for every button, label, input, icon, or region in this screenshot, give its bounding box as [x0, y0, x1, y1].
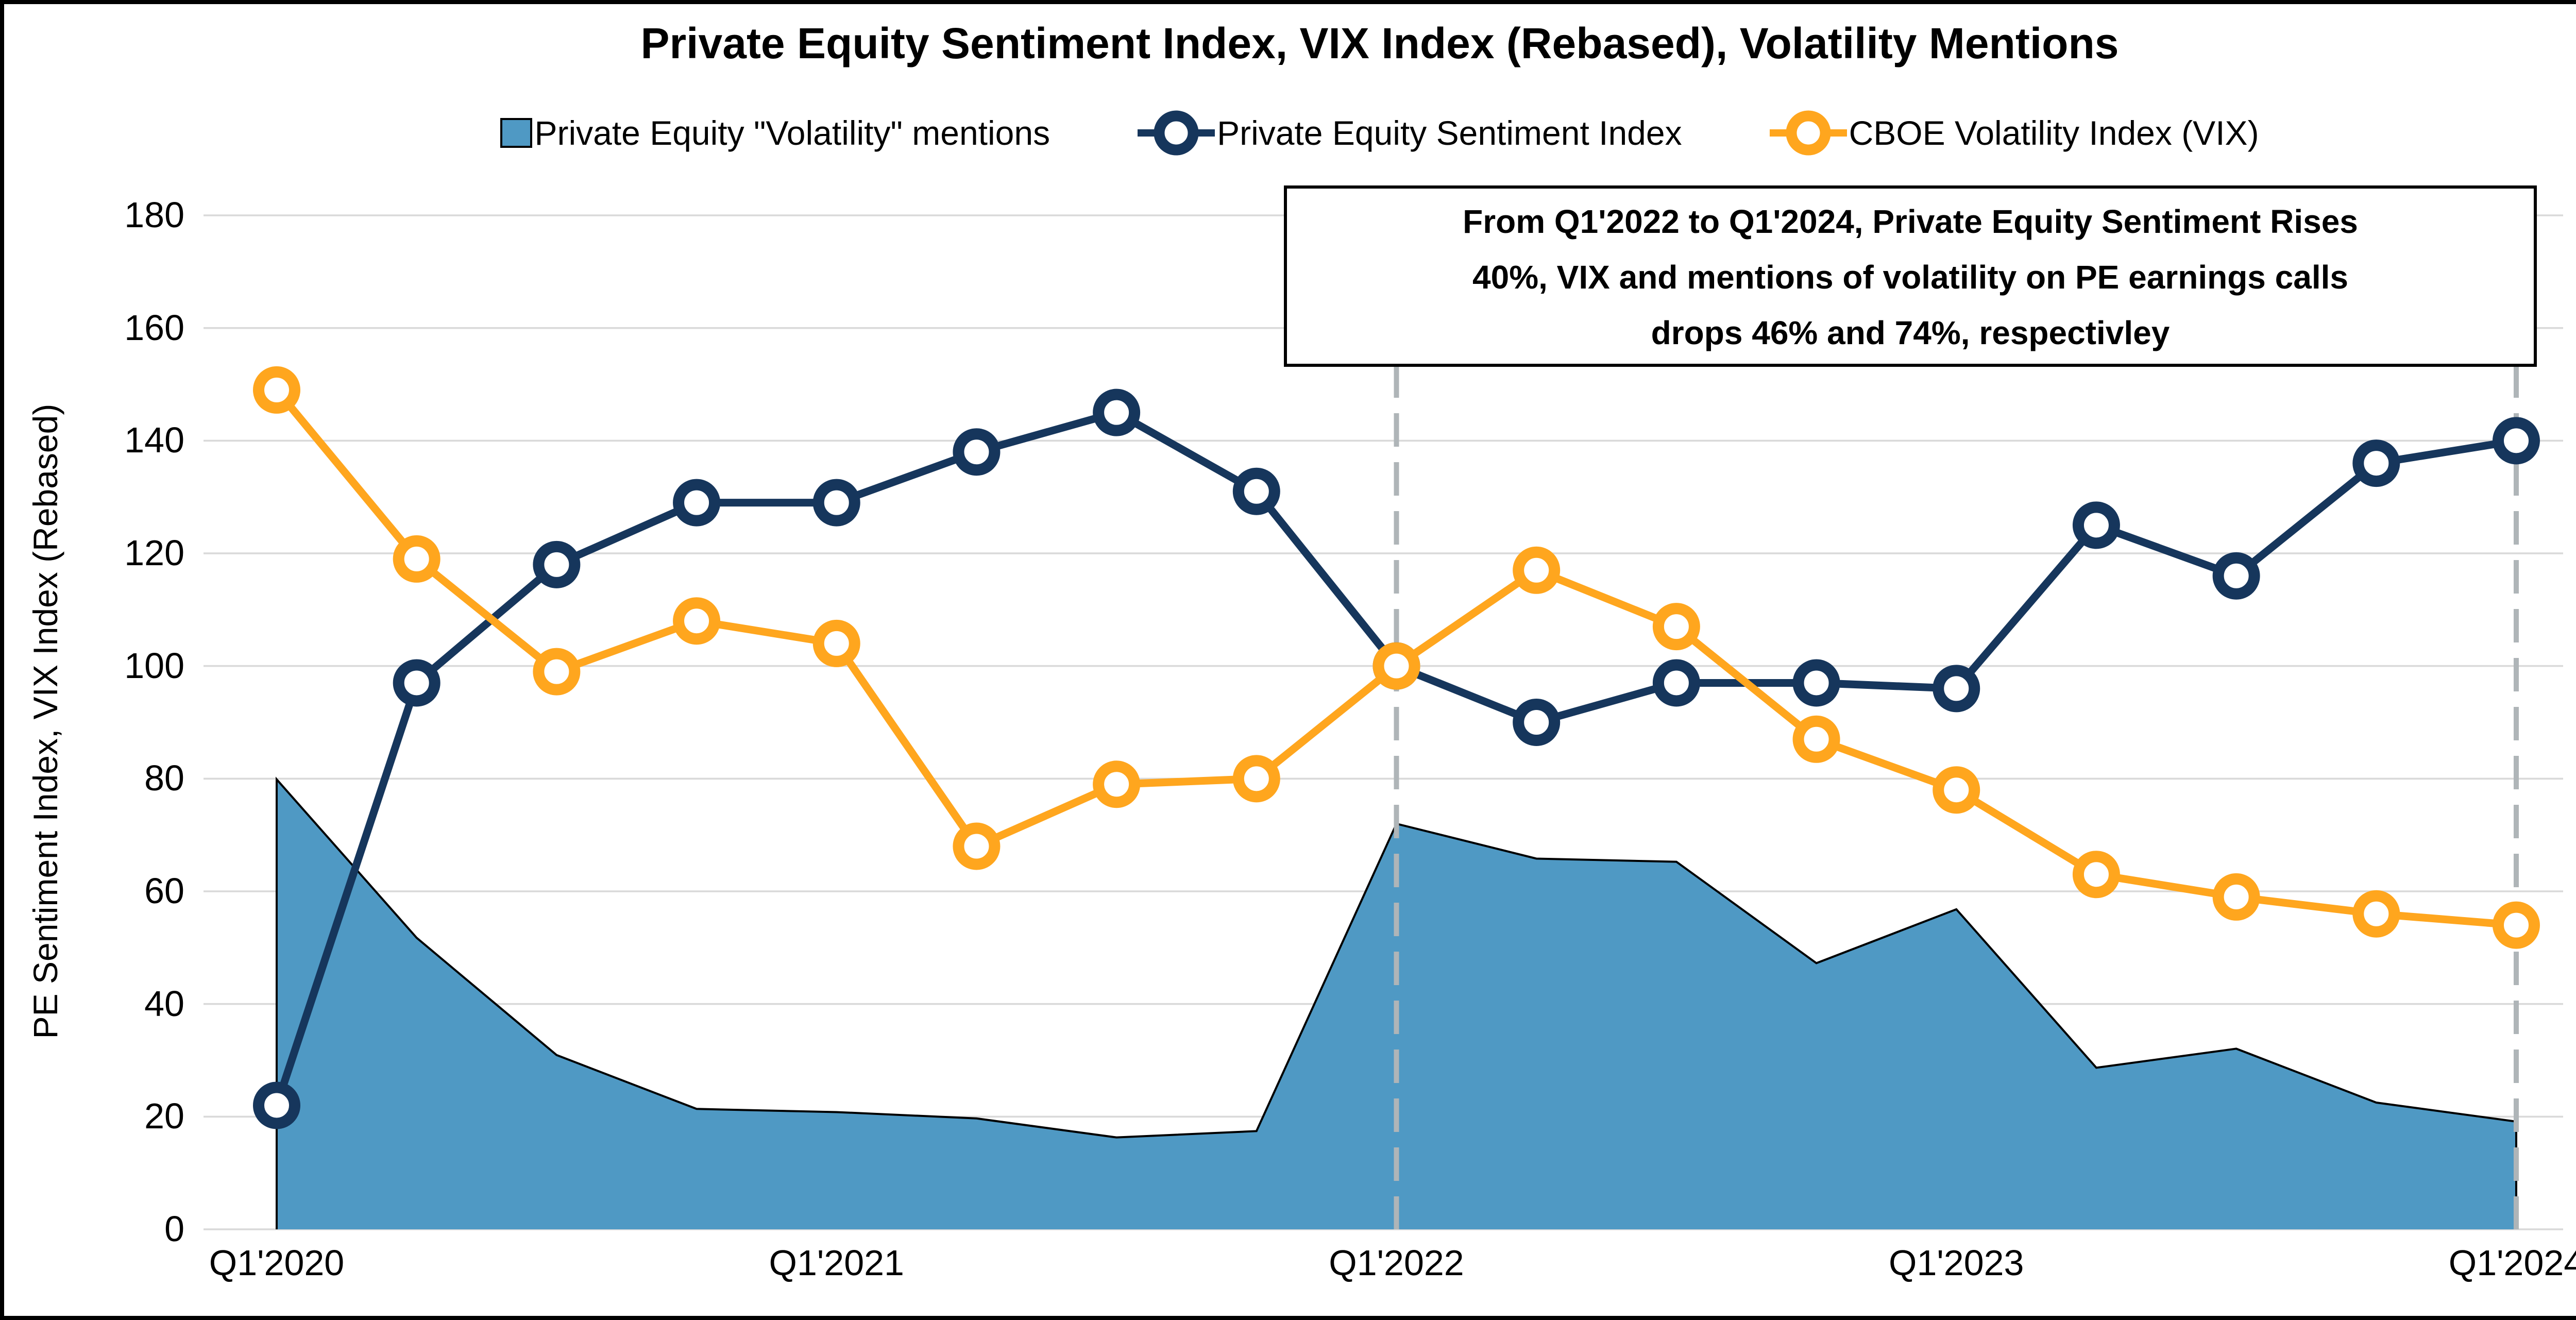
- marker-vix: [953, 822, 1001, 870]
- marker-vix: [2493, 901, 2540, 949]
- x-tick-label: Q1'2024: [2448, 1243, 2576, 1283]
- y-left-tick-label: 120: [124, 533, 184, 573]
- marker-sentiment: [1513, 699, 1561, 746]
- y-left-tick-label: 140: [124, 420, 184, 461]
- chart-title: Private Equity Sentiment Index, VIX Inde…: [640, 19, 2119, 67]
- line-marker-icon: [1769, 110, 1847, 156]
- marker-vix: [393, 535, 440, 583]
- x-tick-label: Q1'2021: [769, 1243, 904, 1283]
- marker-sentiment: [673, 479, 721, 527]
- legend-item-sentiment: Private Equity Sentiment Index: [1138, 109, 1682, 157]
- marker-vix: [253, 366, 300, 414]
- x-tick-label: Q1'2022: [1329, 1243, 1464, 1283]
- legend-item-vix: CBOE Volatility Index (VIX): [1769, 109, 2259, 157]
- y-left-tick-label: 0: [164, 1209, 184, 1249]
- y-left-tick-label: 20: [144, 1096, 184, 1137]
- marker-sentiment: [393, 659, 440, 707]
- marker-sentiment: [1933, 665, 1980, 713]
- y-left-tick-label: 40: [144, 983, 184, 1024]
- marker-sentiment: [2072, 501, 2120, 549]
- legend-label-mentions: Private Equity "Volatility" mentions: [534, 114, 1050, 152]
- marker-sentiment: [812, 479, 860, 527]
- annotation-box: From Q1'2022 to Q1'2024, Private Equity …: [1284, 185, 2537, 367]
- marker-vix: [1652, 603, 1700, 651]
- marker-sentiment: [2212, 552, 2260, 600]
- y-left-tick-label: 60: [144, 871, 184, 911]
- marker-vix: [673, 597, 721, 645]
- marker-vix: [2352, 890, 2400, 938]
- area-swatch-icon: [500, 118, 533, 148]
- marker-vix: [1093, 760, 1141, 808]
- marker-vix: [1792, 715, 1840, 763]
- annotation-line-2: 40%, VIX and mentions of volatility on P…: [1472, 259, 2348, 296]
- marker-vix: [2212, 873, 2260, 921]
- y-left-tick-label: 80: [144, 758, 184, 799]
- marker-vix: [1513, 546, 1561, 594]
- marker-vix: [812, 619, 860, 667]
- marker-vix: [2072, 851, 2120, 899]
- marker-sentiment: [1792, 659, 1840, 707]
- annotation-line-1: From Q1'2022 to Q1'2024, Private Equity …: [1463, 203, 2358, 240]
- marker-sentiment: [1232, 467, 1280, 515]
- x-tick-label: Q1'2023: [1889, 1243, 2024, 1283]
- marker-vix: [1372, 642, 1420, 690]
- marker-vix: [533, 648, 581, 696]
- marker-sentiment: [1093, 388, 1141, 436]
- marker-sentiment: [253, 1081, 300, 1129]
- legend-label-vix: CBOE Volatility Index (VIX): [1849, 114, 2259, 152]
- legend-item-mentions: Private Equity "Volatility" mentions: [500, 113, 1050, 153]
- legend: Private Equity "Volatility" mentions Pri…: [103, 109, 2576, 157]
- marker-sentiment: [533, 540, 581, 588]
- y-left-tick-label: 180: [124, 195, 184, 235]
- x-tick-label: Q1'2020: [209, 1243, 345, 1283]
- legend-label-sentiment: Private Equity Sentiment Index: [1217, 114, 1682, 152]
- line-marker-icon: [1138, 110, 1215, 156]
- annotation-line-3: drops 46% and 74%, respectivley: [1651, 314, 2170, 351]
- marker-vix: [1232, 755, 1280, 803]
- y-left-tick-label: 100: [124, 645, 184, 686]
- marker-sentiment: [2352, 439, 2400, 487]
- marker-sentiment: [953, 428, 1001, 476]
- marker-sentiment: [1652, 659, 1700, 707]
- y-left-tick-label: 160: [124, 307, 184, 348]
- marker-vix: [1933, 766, 1980, 814]
- marker-sentiment: [2493, 417, 2540, 465]
